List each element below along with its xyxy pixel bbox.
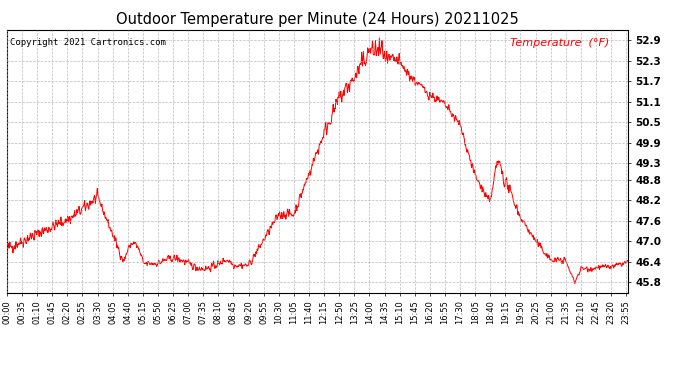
Title: Outdoor Temperature per Minute (24 Hours) 20211025: Outdoor Temperature per Minute (24 Hours… [116, 12, 519, 27]
Text: Temperature  (°F): Temperature (°F) [510, 38, 609, 48]
Text: Copyright 2021 Cartronics.com: Copyright 2021 Cartronics.com [10, 38, 166, 47]
